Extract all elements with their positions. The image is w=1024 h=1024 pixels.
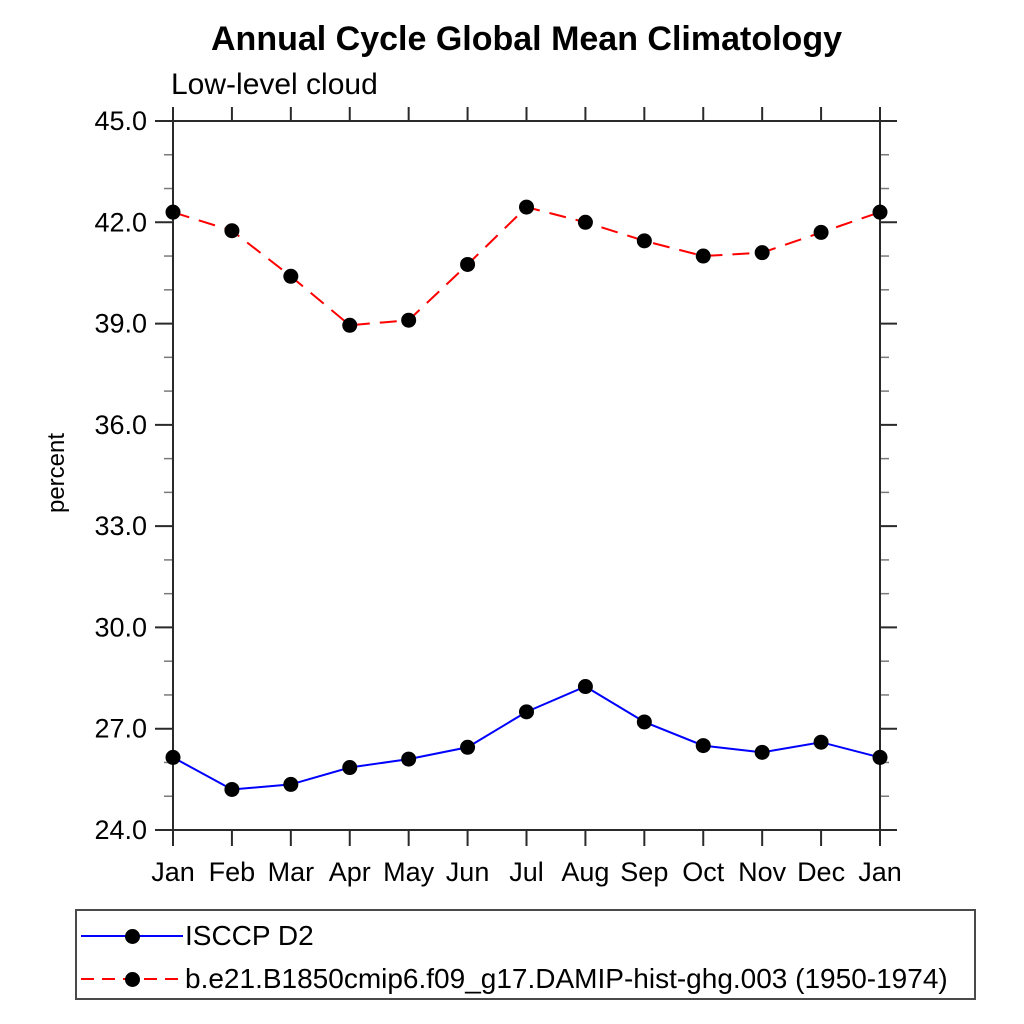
x-tick-label: May (383, 857, 435, 887)
data-point-marker (460, 739, 476, 755)
data-point-marker (519, 199, 534, 215)
x-tick-label: Jan (151, 857, 195, 887)
y-tick-label: 39.0 (94, 309, 147, 339)
y-tick-label: 45.0 (94, 106, 147, 136)
x-tick-label: Sep (620, 857, 668, 887)
legend: ISCCP D2 b.e21.B1850cmip6.f09_g17.DAMIP-… (75, 909, 976, 1000)
data-point-marker (754, 744, 770, 760)
legend-label: ISCCP D2 (185, 920, 314, 951)
data-point-marker (165, 749, 181, 765)
series-line-0 (172, 685, 881, 791)
data-point-marker (165, 204, 181, 220)
data-point-marker (577, 679, 593, 695)
data-point-marker (872, 749, 888, 765)
marker-dot-icon (125, 929, 140, 944)
y-tick-label: 36.0 (94, 410, 147, 440)
y-tick-label: 30.0 (94, 612, 147, 642)
marker-dot-icon (125, 972, 140, 987)
chart-subtitle: Low-level cloud (171, 68, 378, 101)
x-tick-label: Oct (682, 857, 725, 887)
y-tick-label: 42.0 (94, 207, 147, 237)
x-tick-label: Nov (738, 857, 787, 887)
y-tick-label: 24.0 (94, 815, 147, 845)
plot-box (172, 120, 881, 831)
data-point-marker (283, 268, 299, 284)
series-line-1 (172, 205, 881, 327)
x-tick-label: Feb (209, 857, 256, 887)
x-tick-label: Apr (329, 857, 371, 887)
legend-entry-isccp-d2: ISCCP D2 (81, 920, 314, 952)
x-tick-label: Jan (858, 857, 902, 887)
x-tick-label: Mar (268, 857, 315, 887)
data-point-marker (401, 751, 417, 767)
data-point-marker (224, 781, 240, 797)
data-point-marker (636, 233, 652, 249)
x-tick-label: Aug (561, 857, 609, 887)
legend-label: b.e21.B1850cmip6.f09_g17.DAMIP-hist-ghg.… (185, 963, 948, 994)
legend-line-sample-blue (81, 929, 183, 944)
data-point-marker (401, 312, 417, 328)
data-point-marker (695, 248, 711, 264)
y-tick-label: 33.0 (94, 511, 147, 541)
data-point-marker (754, 245, 770, 261)
y-tick-label: 27.0 (94, 714, 147, 744)
data-point-marker (695, 738, 711, 754)
data-point-marker (283, 776, 299, 792)
data-point-marker (342, 317, 358, 333)
legend-entry-model-run: b.e21.B1850cmip6.f09_g17.DAMIP-hist-ghg.… (81, 963, 948, 995)
data-point-marker (342, 760, 358, 776)
data-point-marker (577, 214, 593, 230)
data-point-marker (460, 256, 476, 272)
chart-title: Annual Cycle Global Mean Climatology (211, 20, 842, 58)
legend-line-sample-red (81, 972, 183, 987)
data-point-marker (519, 704, 534, 720)
data-point-marker (224, 223, 240, 239)
data-point-marker (636, 714, 652, 730)
x-tick-label: Dec (797, 857, 845, 887)
x-tick-label: Jun (446, 857, 490, 887)
data-point-marker (813, 224, 829, 240)
x-tick-label: Jul (509, 857, 544, 887)
data-point-marker (813, 734, 829, 750)
data-point-marker (872, 204, 888, 220)
